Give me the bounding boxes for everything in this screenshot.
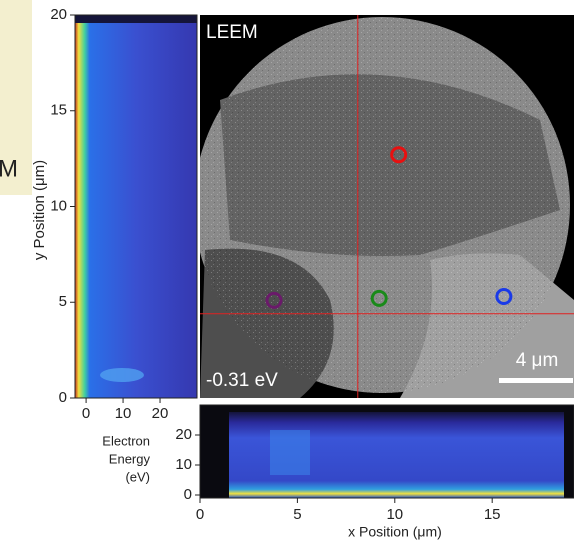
side-text: M (0, 155, 18, 182)
x-axis-label: x Position (μm) (348, 524, 442, 540)
x-tick-label: 0 (196, 506, 204, 523)
x-tick-label: 5 (293, 506, 301, 523)
x-tick-label: 15 (484, 506, 501, 523)
energy-label: -0.31 eV (206, 370, 278, 391)
x-axis-label: Energy (109, 451, 151, 466)
energy-profile-heatmap (75, 15, 197, 398)
region-marker (495, 288, 513, 306)
x-axis-label: (eV) (125, 469, 150, 484)
panel-frame (199, 404, 574, 499)
y-tick-label: 0 (184, 486, 192, 503)
y-tick-label: 20 (175, 426, 192, 443)
heatmap-feature (100, 368, 144, 382)
region-marker (370, 289, 388, 307)
y-tick-label: 0 (59, 389, 67, 406)
image-title: LEEM (206, 22, 258, 43)
x-tick-label: 20 (152, 405, 169, 422)
leem-image (200, 15, 574, 398)
y-tick-label: 5 (59, 293, 67, 310)
scale-bar (499, 378, 573, 383)
image-texture (200, 17, 570, 393)
y-tick-label: 10 (50, 197, 67, 214)
scale-bar-label: 4 μm (516, 350, 559, 371)
region-marker (390, 146, 408, 164)
heatmap-feature (270, 430, 310, 475)
x-tick-label: 0 (82, 405, 90, 422)
x-tick-label: 10 (386, 506, 403, 523)
y-axis-label: y Position (μm) (31, 160, 48, 260)
y-tick-label: 10 (175, 456, 192, 473)
x-axis-label: Electron (102, 433, 150, 448)
y-tick-label: 15 (50, 102, 67, 119)
heatmap-top (75, 15, 197, 23)
y-tick-label: 20 (50, 6, 67, 23)
region-marker (265, 291, 283, 309)
side-panel (0, 0, 32, 195)
x-tick-label: 10 (115, 405, 132, 422)
